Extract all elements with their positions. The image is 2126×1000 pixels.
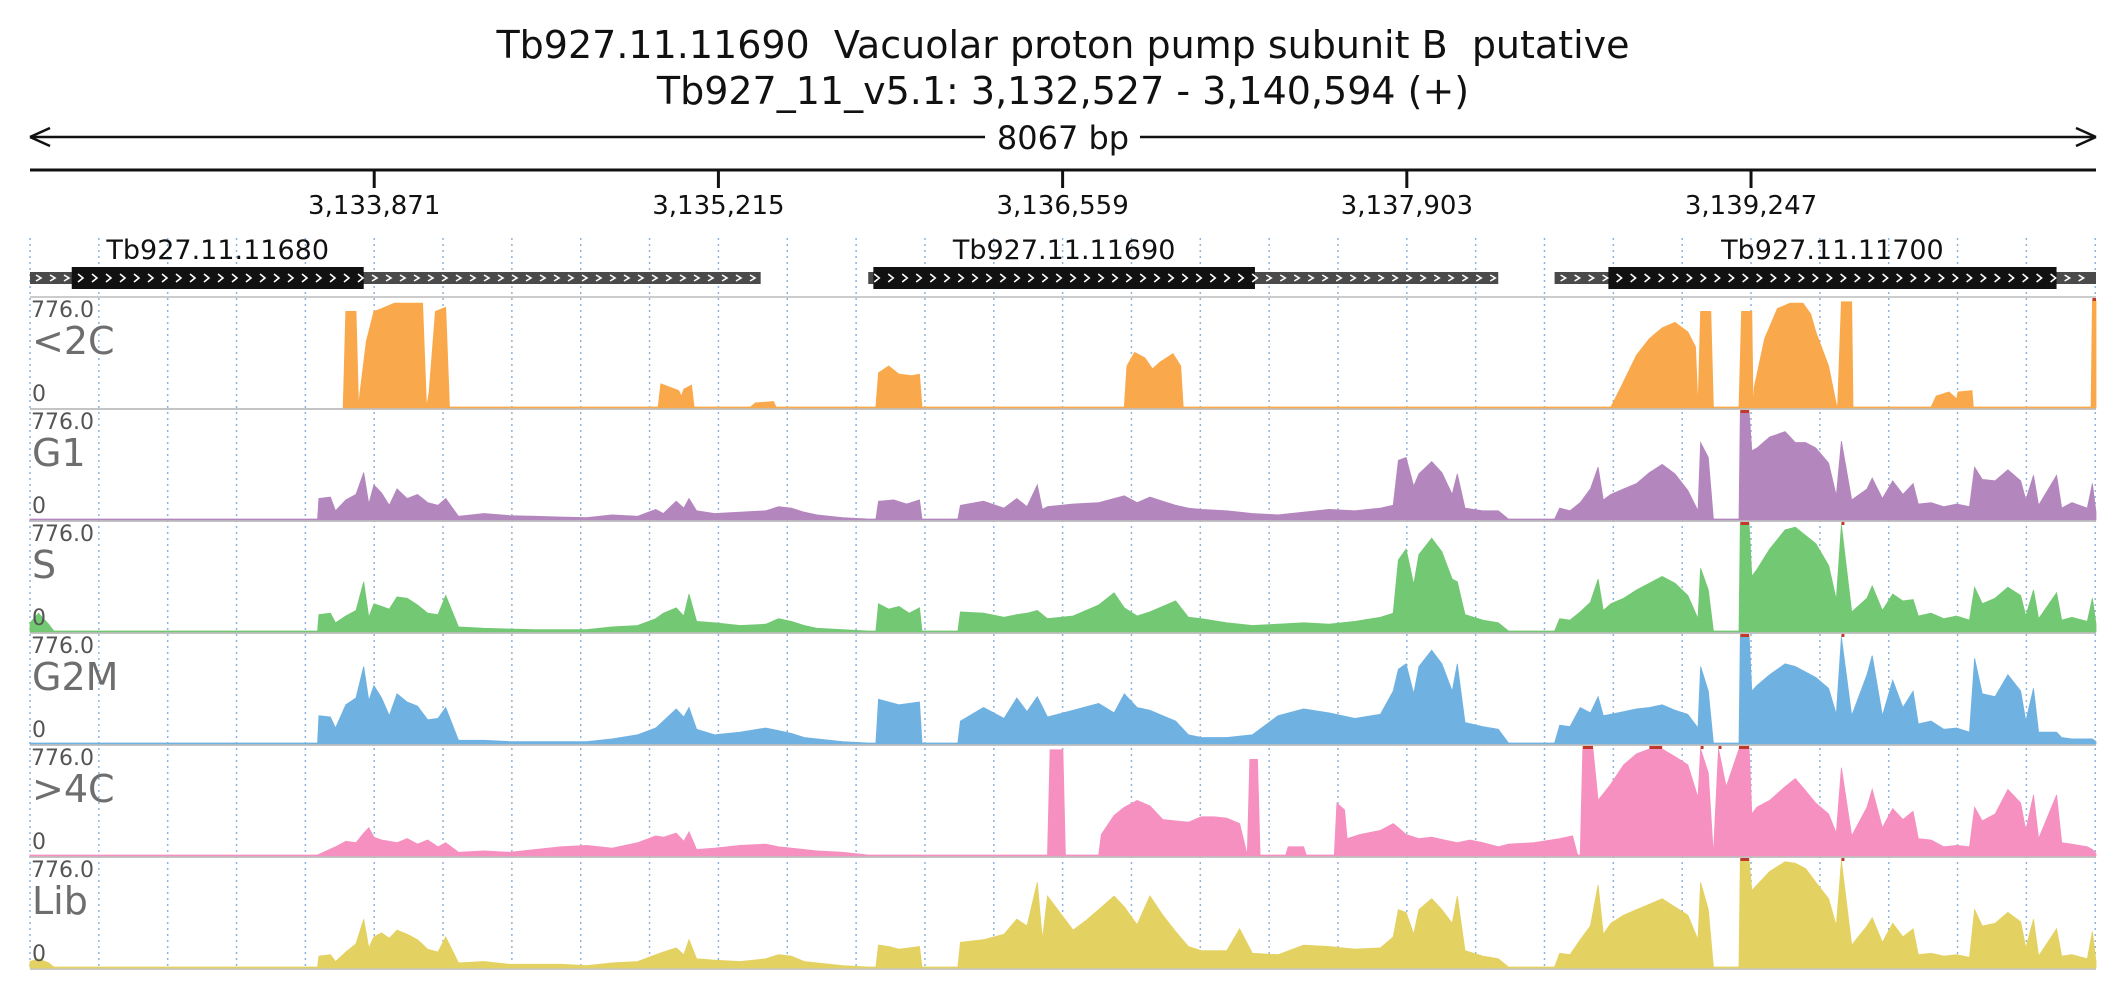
- track-min-label: 0: [32, 830, 46, 855]
- gene-label: Tb927.11.11700: [1720, 235, 1944, 266]
- track-name-label: >4C: [32, 767, 115, 811]
- figure-title: Tb927.11.11690 Vacuolar proton pump subu…: [0, 22, 2126, 114]
- clipped-peak-marker: [1700, 746, 1704, 749]
- gene-cds: [873, 267, 1255, 289]
- clipped-peak-marker: [1649, 746, 1663, 749]
- track-name-label: S: [32, 543, 56, 587]
- coverage-area: [29, 748, 2097, 857]
- span-arrow-right-icon: [2075, 126, 2097, 148]
- track-min-label: 0: [32, 942, 46, 967]
- gene-model[interactable]: Tb927.11.11700: [1554, 235, 2096, 289]
- span-arrow-left-icon: [29, 126, 51, 148]
- gene-label: Tb927.11.11680: [105, 235, 329, 266]
- track-name-label: <2C: [32, 319, 115, 363]
- gene-cds: [71, 267, 364, 289]
- title-gene: Tb927.11.11690 Vacuolar proton pump subu…: [496, 23, 1630, 67]
- track-min-label: 0: [32, 606, 46, 631]
- gene-track: Tb927.11.11680 Tb927.11.11690 Tb927.11.117…: [30, 235, 2096, 289]
- clipped-peak-marker: [1740, 410, 1750, 413]
- clipped-peak-marker: [1841, 858, 1845, 861]
- track-min-label: 0: [32, 382, 46, 407]
- track-max-label: 776.0: [31, 298, 94, 323]
- track-name-label: G2M: [32, 655, 118, 699]
- coverage-area: [29, 636, 2097, 745]
- gene-model[interactable]: Tb927.11.11690: [868, 235, 1499, 289]
- coverage-track: 776.0>4C 0: [29, 744, 2097, 858]
- track-name-label: Lib: [32, 879, 88, 923]
- strand-arrows-icon: [873, 273, 1497, 283]
- clipped-peak-marker: [1841, 634, 1845, 637]
- track-max-label: 776.0: [31, 410, 94, 435]
- span-label-bg: [985, 118, 1140, 156]
- clipped-peak-marker: [2092, 298, 2096, 301]
- track-name-label: G1: [32, 431, 86, 475]
- strand-arrows-icon: [1560, 273, 2086, 283]
- axis-tick-label: 3,133,871: [308, 191, 440, 221]
- clipped-peak-marker: [1718, 746, 1722, 749]
- coverage-tracks: 776.0<2C0776.0G10776.0S0776.0G2M0776.0>4…: [29, 296, 2097, 970]
- axis-tick-label: 3,139,247: [1685, 191, 1817, 221]
- coverage-area: [29, 524, 2097, 633]
- track-max-label: 776.0: [31, 746, 94, 771]
- track-min-label: 0: [32, 494, 46, 519]
- coverage-area: [29, 860, 2097, 969]
- coverage-area: [342, 300, 2097, 409]
- ruler: 8067 bp 3,133,871 3,135,215 3,136,559 3,137…: [29, 118, 2097, 221]
- strand-arrows-icon: [35, 273, 757, 283]
- clipped-peak-marker: [1740, 634, 1750, 637]
- axis-tick-label: 3,136,559: [996, 191, 1128, 221]
- track-max-label: 776.0: [31, 858, 94, 883]
- track-max-label: 776.0: [31, 634, 94, 659]
- clipped-peak-marker: [1582, 746, 1594, 749]
- coverage-area: [29, 412, 2097, 521]
- axis-tick-label: 3,135,215: [652, 191, 784, 221]
- clipped-peak-marker: [1738, 746, 1750, 749]
- gene-model[interactable]: Tb927.11.11680: [30, 235, 761, 289]
- track-max-label: 776.0: [31, 522, 94, 547]
- span-label: 8067 bp: [997, 119, 1129, 157]
- clipped-peak-marker: [1841, 522, 1845, 525]
- axis-ticks: 3,133,871 3,135,215 3,136,559 3,137,903 3,13…: [308, 170, 1817, 221]
- title-region: Tb927_11_v5.1: 3,132,527 - 3,140,594 (+): [656, 69, 1470, 113]
- clipped-peak-marker: [1740, 522, 1750, 525]
- gene-label: Tb927.11.11690: [952, 235, 1176, 266]
- track-min-label: 0: [32, 718, 46, 743]
- clipped-peak-marker: [1740, 858, 1750, 861]
- axis-tick-label: 3,137,903: [1341, 191, 1473, 221]
